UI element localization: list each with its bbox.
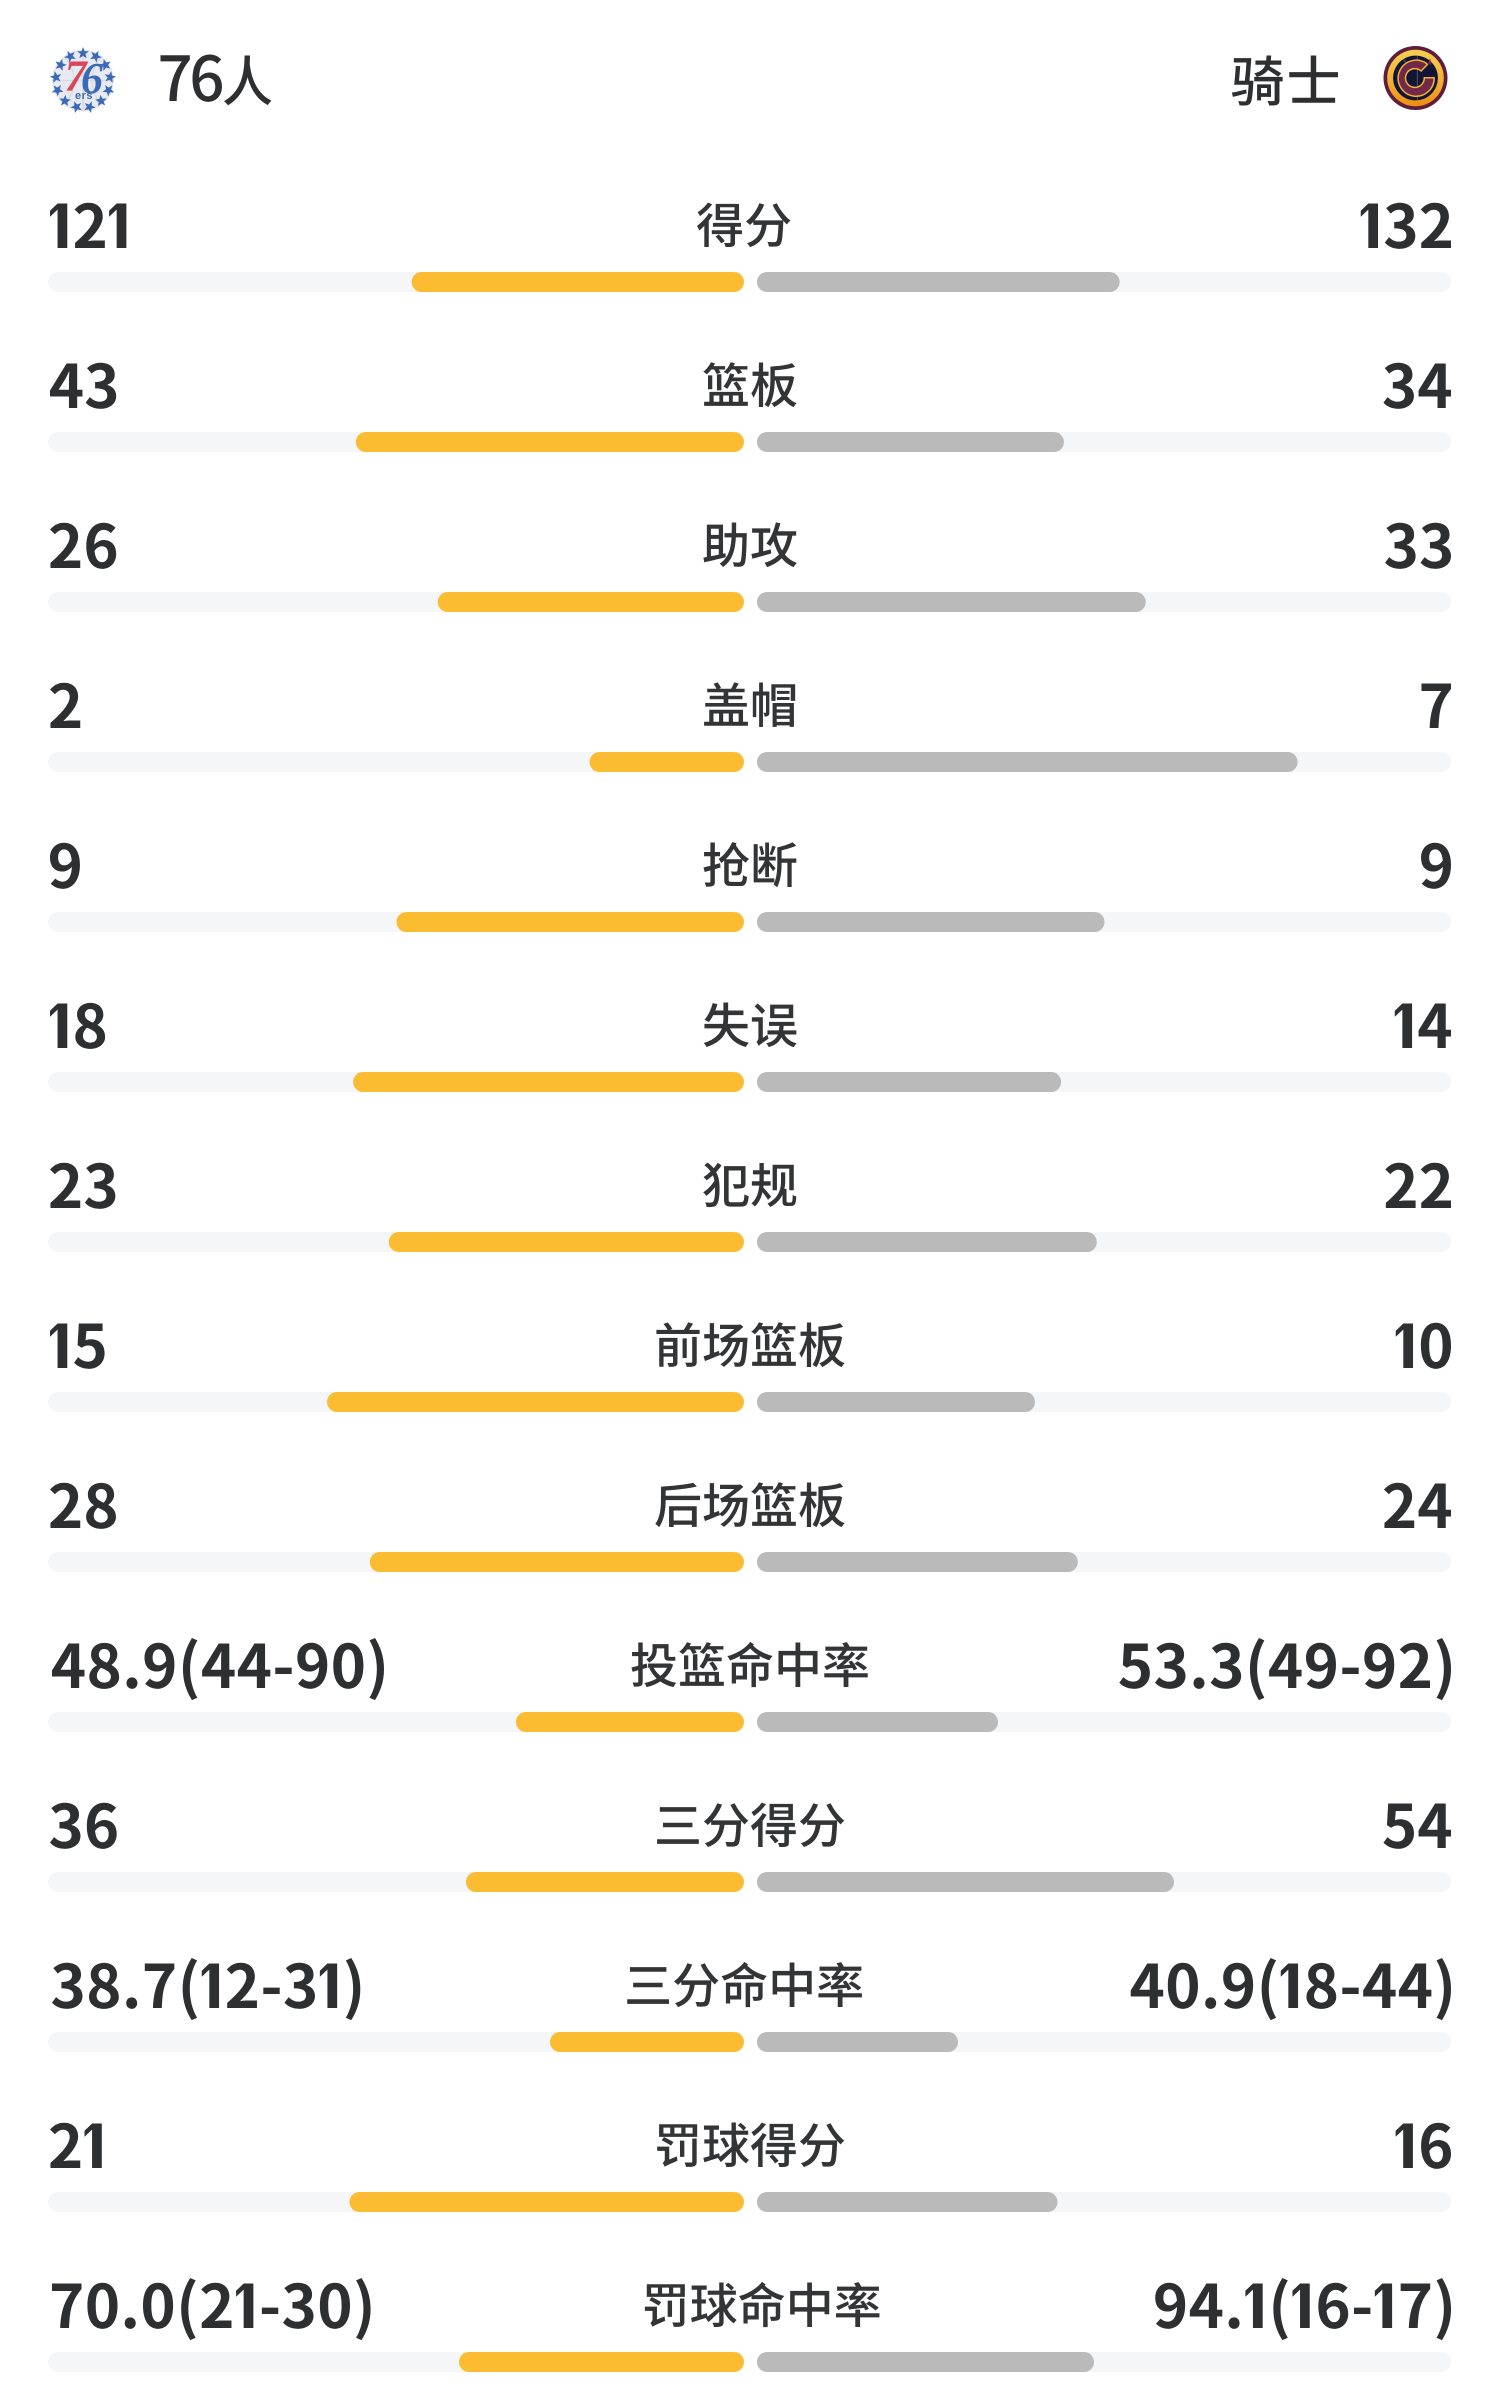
- svg-text:6: 6: [81, 54, 103, 103]
- svg-text:ers: ers: [75, 90, 93, 102]
- svg-text:7: 7: [65, 52, 89, 101]
